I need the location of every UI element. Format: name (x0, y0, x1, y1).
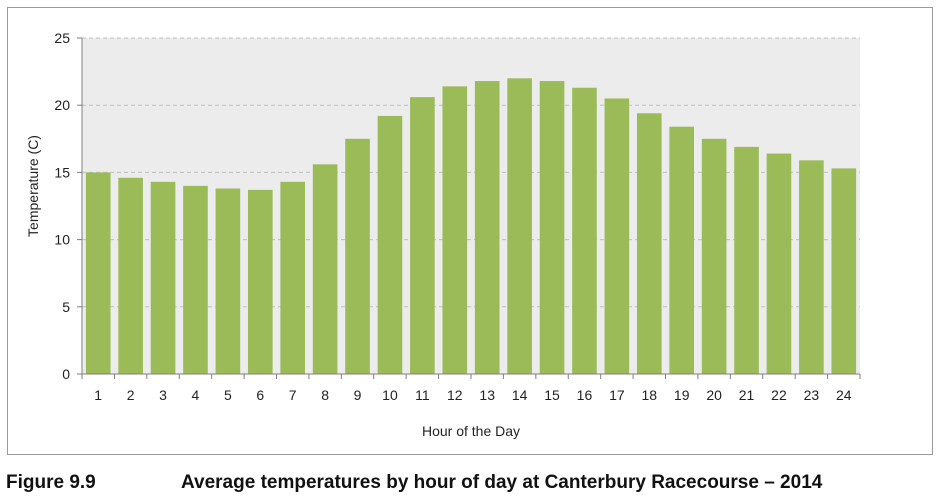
x-tick-label: 5 (224, 387, 232, 403)
bar-hour-11 (410, 97, 435, 375)
x-tick-label: 9 (354, 387, 362, 403)
x-tick-label: 20 (706, 387, 722, 403)
figure-number: Figure 9.9 (6, 472, 96, 493)
x-tick-label: 14 (512, 387, 528, 403)
bar-hour-24 (831, 168, 857, 374)
bar-hour-15 (539, 81, 565, 375)
bar-hour-8 (312, 164, 338, 374)
axes (77, 37, 861, 379)
x-tick-label: 2 (127, 387, 135, 403)
bars (85, 78, 857, 375)
x-tick-label: 3 (159, 387, 167, 403)
y-axis-title: Temperature (C) (25, 135, 41, 237)
y-tick-label: 15 (54, 164, 70, 180)
bar-hour-23 (799, 160, 824, 374)
x-tick-label: 4 (192, 387, 200, 403)
bar-hour-10 (377, 115, 403, 375)
x-tick-label: 10 (382, 387, 398, 403)
x-tick-label: 1 (94, 387, 102, 403)
gridlines (82, 37, 860, 308)
bar-hour-12 (442, 86, 468, 374)
x-tick-label: 11 (415, 387, 430, 403)
bar-hour-20 (701, 138, 727, 374)
bar-hour-3 (150, 181, 176, 374)
bar-hour-4 (183, 185, 208, 374)
x-tick-label: 8 (321, 387, 329, 403)
x-tick-label: 23 (804, 387, 820, 403)
bar-hour-17 (604, 98, 630, 374)
x-tick-label: 7 (289, 387, 297, 403)
bar-hour-14 (507, 78, 532, 374)
x-axis-title: Hour of the Day (422, 423, 520, 439)
x-tick-label: 22 (771, 387, 787, 403)
bar-hour-7 (280, 181, 306, 374)
y-tick-label: 20 (54, 97, 70, 113)
x-tick-label: 15 (544, 387, 560, 403)
chart-frame: 0 5 10 15 20 25 1 2 3 4 5 6 7 8 9 10 11 12 13 14 15 16 17 18 19… (7, 7, 933, 455)
x-tick-label: 12 (447, 387, 463, 403)
bar-hour-5 (215, 188, 241, 374)
bar-hour-16 (572, 87, 597, 374)
bar-hour-13 (474, 81, 500, 375)
bar-hour-22 (766, 153, 792, 374)
y-tick-label: 10 (54, 232, 70, 248)
x-tick-label: 18 (642, 387, 658, 403)
bar-hour-1 (85, 172, 111, 374)
x-tick-label: 13 (479, 387, 495, 403)
y-tick-label: 0 (62, 366, 70, 382)
y-tick-label: 5 (62, 299, 70, 315)
x-tick-label: 24 (836, 387, 852, 403)
x-tick-labels: 1 2 3 4 5 6 7 8 9 10 11 12 13 14 15 16 17 18 19 20 21 22 23 24 (94, 387, 851, 403)
bar-hour-2 (118, 177, 143, 374)
bar-hour-21 (734, 146, 759, 374)
bar-hour-18 (636, 113, 662, 374)
x-tick-label: 19 (674, 387, 690, 403)
x-tick-label: 16 (577, 387, 593, 403)
x-tick-label: 6 (256, 387, 264, 403)
x-tick-label: 17 (609, 387, 625, 403)
figure-caption: Figure 9.9 Average temperatures by hour … (6, 472, 941, 496)
bar-hour-6 (247, 189, 273, 374)
bar-hour-9 (345, 138, 370, 374)
y-tick-label: 25 (54, 30, 70, 46)
plot-area (82, 38, 860, 374)
x-tick-label: 21 (739, 387, 755, 403)
bar-hour-19 (669, 126, 695, 374)
figure-title: Average temperatures by hour of day at C… (181, 472, 823, 493)
y-tick-labels: 0 5 10 15 20 25 (54, 30, 70, 382)
